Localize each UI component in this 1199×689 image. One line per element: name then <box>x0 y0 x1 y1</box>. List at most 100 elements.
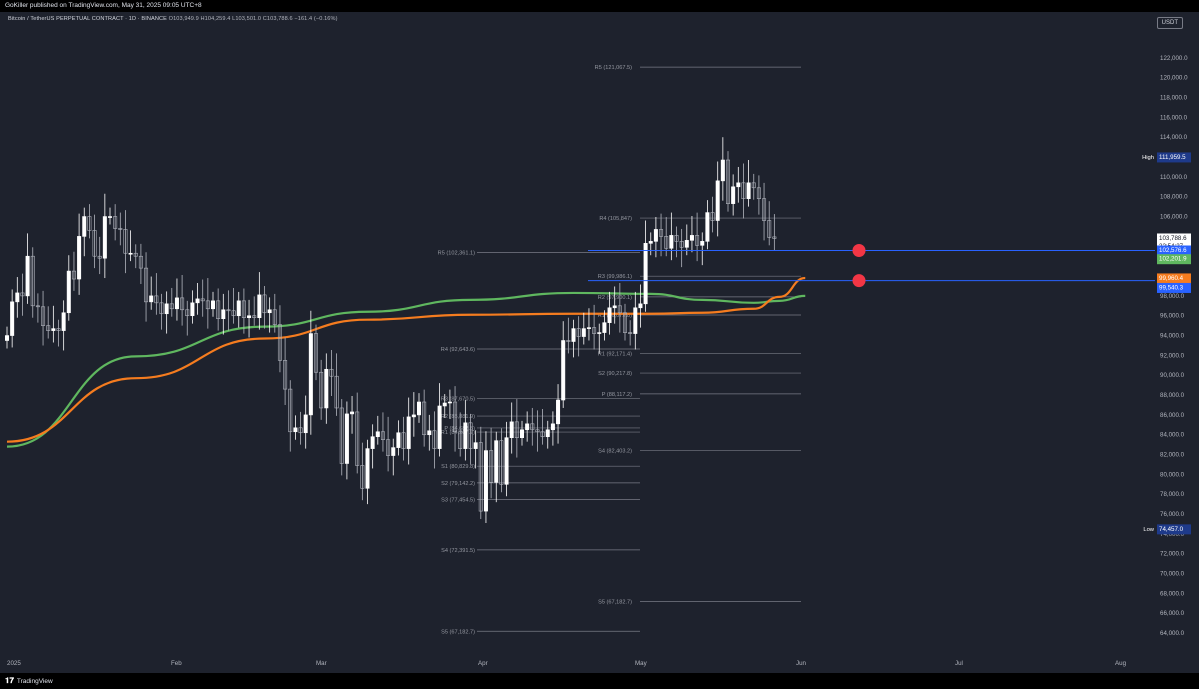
candle-body <box>10 301 15 336</box>
candle-body <box>123 229 128 254</box>
candle-body <box>648 241 653 244</box>
price-tag <box>1157 282 1191 293</box>
candle-body <box>216 300 221 319</box>
candle-body <box>56 328 61 331</box>
level-marker-dot <box>852 243 866 257</box>
candle-body <box>762 198 767 221</box>
y-tick-label: 92,000.0 <box>1160 352 1185 359</box>
candle-body <box>128 252 133 255</box>
candle-body <box>483 450 488 512</box>
pivot-early-label: S4 (72,391.5) <box>441 548 475 554</box>
candle-body <box>638 303 643 309</box>
y-tick-label: 80,000.0 <box>1160 471 1185 478</box>
candle-body <box>391 447 396 456</box>
candle-body <box>241 300 246 319</box>
y-tick-label: 98,000.0 <box>1160 293 1185 300</box>
y-tick-label: 106,000.0 <box>1160 214 1188 221</box>
candle-body <box>401 432 406 449</box>
candle-body <box>494 440 499 483</box>
level-marker-dot <box>852 274 866 288</box>
candle-body <box>489 450 494 483</box>
candle-body <box>144 267 149 303</box>
candle-body <box>406 416 411 449</box>
candle-body <box>5 335 10 341</box>
y-tick-label: 114,000.0 <box>1160 134 1188 141</box>
candle-body <box>303 414 308 434</box>
candle-body <box>262 294 267 314</box>
x-tick-label: Apr <box>478 660 488 667</box>
price-tag-value: 102,201.9 <box>1159 256 1187 263</box>
candle-body <box>669 235 674 249</box>
currency-button[interactable]: USDT <box>1156 17 1183 29</box>
y-tick-label: 72,000.0 <box>1160 551 1185 558</box>
candle-body <box>380 431 385 440</box>
candle-body <box>277 324 282 361</box>
candle-body <box>715 180 720 221</box>
symbol-legend: Bitcoin / TetherUS PERPETUAL CONTRACT · … <box>8 16 338 22</box>
candle-body <box>458 431 463 449</box>
candle-body <box>159 302 164 315</box>
candle-body <box>180 297 185 311</box>
candle-body <box>664 236 669 249</box>
ohlc-change: −161.4 (−0.16%) <box>294 16 338 22</box>
symbol-name: Bitcoin / TetherUS PERPETUAL CONTRACT · … <box>8 16 167 22</box>
candle-body <box>468 422 473 449</box>
ohlc-open: O103,949.9 <box>168 16 199 22</box>
pivot-early-label: R1 (84,267.7) <box>441 430 475 436</box>
candle-body <box>509 421 514 439</box>
tradingview-logo-icon: 𝟏𝟕 <box>5 676 14 685</box>
candle-body <box>530 423 535 431</box>
candle-body <box>756 187 761 199</box>
candle-body <box>386 439 391 456</box>
pivot-late-label: P (88,117.2) <box>602 392 632 398</box>
candle-body <box>164 303 169 315</box>
candle-body <box>334 375 339 409</box>
candle-body <box>252 315 257 319</box>
candle-body <box>87 216 92 231</box>
price-tag-value: 99,540.3 <box>1159 284 1184 291</box>
ohlc-high: H104,259.4 <box>200 16 231 22</box>
candle-body <box>247 315 252 319</box>
candle-body <box>643 243 648 305</box>
candle-body <box>350 411 355 415</box>
candle-body <box>339 407 344 464</box>
candle-body <box>473 442 478 449</box>
chart-area[interactable]: 122,000.0 120,000.0 118,000.0 116,000.0 114,… <box>0 12 1199 673</box>
candle-body <box>267 309 272 314</box>
price-chart[interactable]: 122,000.0 120,000.0 118,000.0 116,000.0 114,… <box>0 12 1199 673</box>
candle-body <box>617 305 622 314</box>
candle-body <box>211 300 216 310</box>
candle-body <box>607 307 612 323</box>
candle-body <box>514 421 519 439</box>
candle-body <box>592 327 597 334</box>
price-tag-value: 102,576.6 <box>1159 247 1187 254</box>
pivot-early-label: R5 (102,361.1) <box>438 251 475 257</box>
price-tag-value: 99,960.4 <box>1159 275 1184 282</box>
y-tick-label: 116,000.0 <box>1160 114 1188 121</box>
candle-body <box>108 216 113 218</box>
candle-body <box>236 300 241 317</box>
candle-body <box>51 328 56 331</box>
pivot-early-label: R3 (87,670.5) <box>441 396 475 402</box>
y-tick-label: 78,000.0 <box>1160 491 1185 498</box>
publisher-bar: GoKiller published on TradingView.com, M… <box>0 0 1199 12</box>
candle-body <box>653 229 658 242</box>
candle-body <box>684 240 689 248</box>
candle-body <box>561 340 566 401</box>
publish-info: GoKiller published on TradingView.com, M… <box>5 2 202 9</box>
candle-body <box>205 300 210 310</box>
candle-body <box>283 360 288 390</box>
candle-body <box>288 388 293 433</box>
candle-body <box>226 309 231 312</box>
x-tick-label: Aug <box>1115 660 1127 667</box>
candle-body <box>118 228 123 230</box>
y-tick-label: 84,000.0 <box>1160 432 1185 439</box>
y-tick-label: 68,000.0 <box>1160 590 1185 597</box>
y-tick-label: 88,000.0 <box>1160 392 1185 399</box>
candle-body <box>71 270 76 280</box>
y-tick-label: 118,000.0 <box>1160 95 1188 102</box>
y-tick-label: 86,000.0 <box>1160 412 1185 419</box>
candle-body <box>628 332 633 334</box>
x-tick-label: Jul <box>955 660 963 667</box>
ema-orange-line <box>6 276 806 443</box>
